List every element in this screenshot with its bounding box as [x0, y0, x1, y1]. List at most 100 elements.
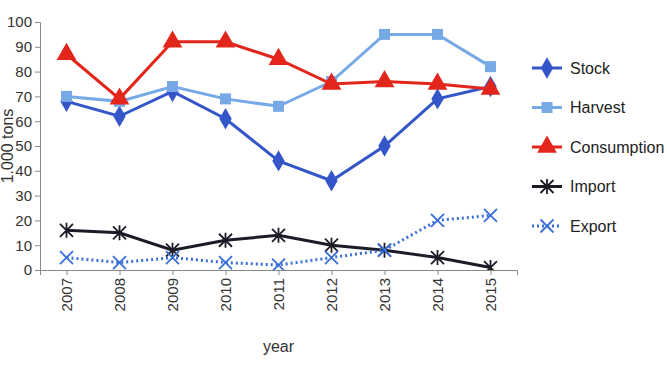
series-marker [269, 48, 289, 65]
series-marker [378, 244, 391, 257]
legend-label: Stock [570, 60, 611, 77]
series-marker [110, 87, 130, 104]
x-axis-line [41, 271, 518, 276]
plot-area [57, 29, 501, 270]
y-tick-label: 20 [15, 212, 32, 229]
series-marker [432, 29, 443, 40]
x-tick: 2007 [58, 270, 75, 311]
series-marker [166, 243, 179, 258]
series-marker [481, 78, 501, 95]
y-tick-mark [35, 47, 40, 48]
series-marker [428, 73, 448, 90]
y-axis-line [35, 23, 41, 271]
series-marker [166, 81, 178, 102]
series-marker [219, 256, 232, 269]
y-tick: 50 [15, 137, 40, 154]
legend-marker [541, 57, 553, 78]
x-tick-mark [438, 270, 439, 275]
series-marker [60, 91, 72, 112]
y-tick: 40 [15, 162, 40, 179]
series [60, 223, 497, 270]
series-marker [272, 259, 285, 270]
y-tick: 0 [24, 261, 40, 278]
y-tick-label: 0 [24, 261, 32, 278]
x-axis: 2007 2008 2009 2010 2011 2012 2013 2014 2015 [41, 270, 518, 311]
x-tick: 2009 [164, 270, 181, 311]
x-axis-title: year [263, 338, 295, 355]
series-marker [273, 101, 284, 112]
legend-label: Harvest [570, 99, 626, 116]
legend: Stock Harvest Consumption Import Export [532, 57, 664, 234]
x-tick-label: 2013 [376, 278, 393, 311]
series-marker [216, 30, 236, 47]
legend-entry: Export [532, 218, 617, 235]
series-marker [219, 233, 232, 248]
legend-label: Export [570, 218, 617, 235]
series-marker [113, 225, 126, 240]
legend-entry: Harvest [532, 99, 626, 116]
legend-entry: Stock [532, 57, 611, 78]
series [61, 29, 496, 112]
y-tick-label: 50 [15, 137, 32, 154]
x-tick-mark [173, 270, 174, 275]
x-tick: 2014 [429, 270, 446, 311]
legend-entry: Consumption [532, 136, 664, 156]
y-tick-mark [35, 196, 40, 197]
x-tick: 2013 [376, 270, 393, 311]
x-tick-mark [120, 270, 121, 275]
series-marker [272, 228, 285, 243]
x-tick: 2012 [323, 270, 340, 311]
y-tick-mark [35, 146, 40, 147]
chart: 0102030405060708090100200720082009201020… [0, 0, 667, 365]
series-marker [325, 170, 337, 191]
x-tick: 2010 [217, 270, 234, 311]
series-marker [375, 70, 395, 87]
y-tick-mark [35, 96, 40, 97]
y-tick-label: 60 [15, 113, 32, 130]
y-tick: 20 [15, 212, 40, 229]
x-tick-label: 2009 [164, 278, 181, 311]
x-tick-label: 2014 [429, 278, 446, 311]
series-marker [61, 91, 72, 102]
series [60, 209, 497, 270]
y-axis-title: 1.000 tons [0, 109, 16, 184]
series-marker [220, 93, 231, 104]
legend-marker [542, 102, 553, 113]
y-tick-mark [35, 245, 40, 246]
x-tick-label: 2008 [111, 278, 128, 311]
series-marker [431, 88, 443, 109]
x-tick: 2015 [482, 270, 499, 311]
series-marker [57, 43, 77, 60]
series-line [67, 215, 491, 265]
series-marker [60, 223, 73, 238]
y-tick-mark [35, 220, 40, 221]
legend-label: Import [570, 178, 616, 195]
y-tick-label: 40 [15, 162, 32, 179]
series-marker [113, 106, 125, 127]
y-tick-mark [35, 270, 40, 271]
y-tick-mark [35, 121, 40, 122]
x-tick-mark [385, 270, 386, 275]
x-tick-mark [491, 270, 492, 275]
legend-entry: Import [532, 178, 616, 195]
series-marker [484, 209, 497, 222]
series-marker [431, 214, 444, 227]
legend-marker [541, 220, 554, 233]
y-tick: 10 [15, 237, 40, 254]
x-tick-mark [226, 270, 227, 275]
y-tick: 70 [15, 88, 40, 105]
x-tick-label: 2007 [58, 278, 75, 311]
x-tick-label: 2010 [217, 278, 234, 311]
x-tick-mark [279, 270, 280, 275]
x-tick: 2008 [111, 270, 128, 311]
x-tick: 2011 [270, 270, 287, 310]
y-tick-mark [35, 22, 40, 23]
series-marker [219, 108, 231, 129]
series-marker [485, 61, 496, 72]
y-tick: 30 [15, 187, 40, 204]
series [57, 30, 501, 104]
x-tick-mark [67, 270, 68, 275]
legend-marker [537, 136, 557, 153]
series-marker [325, 251, 338, 264]
y-tick-label: 10 [15, 237, 32, 254]
